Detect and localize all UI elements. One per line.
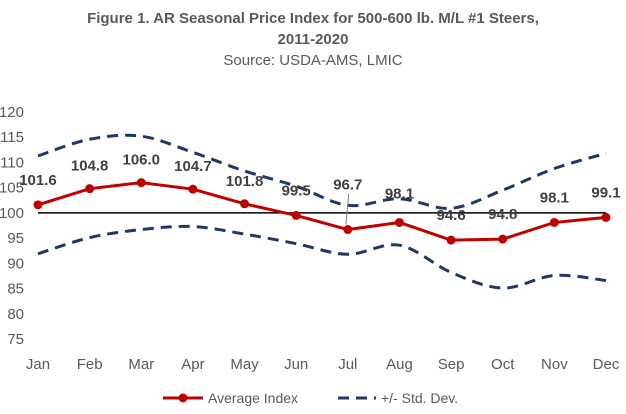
data-label: 99.5 (282, 182, 311, 199)
data-label: 98.1 (385, 185, 414, 202)
data-label: 99.1 (591, 184, 620, 201)
x-tick-label: Feb (77, 356, 103, 373)
y-axis: 75 80 85 90 95 100 105 110 115 120 (0, 104, 24, 348)
data-label: 98.1 (540, 189, 569, 206)
y-tick-label: 120 (0, 104, 24, 121)
series-layer (33, 133, 611, 290)
data-labels-layer: 101.6 104.8 106.0 104.7 101.8 99.5 96.7 98.1 94.… (19, 152, 621, 225)
average-index-point (498, 234, 508, 244)
x-tick-label: Sep (438, 356, 465, 373)
data-label: 101.6 (19, 172, 57, 189)
average-index-point (601, 212, 611, 222)
std-dev-lower-line (37, 224, 607, 290)
x-tick-label: Apr (181, 356, 204, 373)
y-tick-label: 105 (0, 180, 24, 197)
y-tick-label: 85 (7, 281, 24, 298)
data-label: 96.7 (333, 177, 362, 194)
x-tick-label: Nov (541, 356, 568, 373)
data-label: 106.0 (122, 152, 160, 169)
data-label: 104.7 (174, 158, 212, 175)
chart-subtitle: Source: USDA-AMS, LMIC (223, 52, 402, 69)
legend: Average Index +/- Std. Dev. (163, 390, 458, 406)
data-label: 94.8 (488, 206, 517, 223)
y-tick-label: 115 (0, 129, 24, 146)
legend-stddev-label: +/- Std. Dev. (381, 390, 458, 406)
average-index-point (343, 225, 353, 235)
average-index-point (240, 199, 250, 209)
x-tick-label: Jan (26, 356, 50, 373)
x-tick-label: Aug (386, 356, 413, 373)
x-tick-label: May (230, 356, 259, 373)
y-tick-label: 95 (7, 230, 24, 247)
chart-title-line1: Figure 1. AR Seasonal Price Index for 50… (87, 10, 539, 27)
average-index-point (394, 217, 404, 227)
x-tick-label: Dec (593, 356, 620, 373)
x-axis: Jan Feb Mar Apr May Jun Jul Aug Sep Oct Nov Dec (26, 356, 620, 373)
average-index-point (33, 200, 43, 210)
y-tick-label: 90 (7, 255, 24, 272)
average-index-point (549, 217, 559, 227)
average-index-point (85, 184, 95, 194)
average-index-point (446, 235, 456, 245)
x-tick-label: Mar (128, 356, 154, 373)
average-index-point (188, 184, 198, 194)
data-label: 104.8 (71, 158, 109, 175)
data-label: 101.8 (226, 173, 264, 190)
average-index-line (37, 181, 607, 242)
y-tick-label: 100 (0, 205, 24, 222)
chart-title-line2: 2011-2020 (278, 31, 349, 48)
legend-average-label: Average Index (208, 390, 298, 406)
average-index-point (136, 178, 146, 188)
average-index-point (291, 210, 301, 220)
x-tick-label: Jun (284, 356, 308, 373)
y-tick-label: 110 (0, 154, 24, 171)
legend-average-marker (178, 393, 188, 403)
label-leader-line (345, 193, 350, 225)
y-tick-label: 80 (7, 306, 24, 323)
x-tick-label: Jul (338, 356, 357, 373)
std-dev-upper-line (37, 133, 607, 210)
data-label: 94.6 (436, 207, 465, 224)
y-tick-label: 75 (7, 331, 24, 348)
x-tick-label: Oct (491, 356, 515, 373)
